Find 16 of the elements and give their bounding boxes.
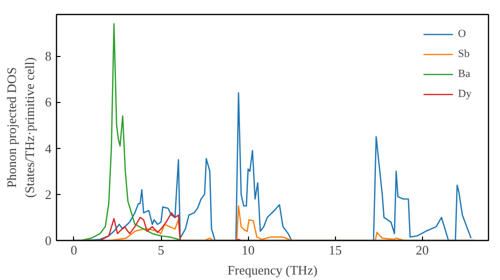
legend-label: O	[458, 28, 467, 40]
y-tick-label: 0	[45, 233, 52, 248]
legend-label: Dy	[458, 88, 472, 100]
x-axis-title: Frequency (THz)	[228, 262, 318, 278]
y-tick-label: 4	[45, 140, 52, 156]
y-axis-title: Phonon projected DOS (States/THz·primitive cell)	[4, 57, 37, 198]
x-tick-label: 0	[70, 242, 78, 258]
legend-label: Ba	[458, 68, 472, 80]
legend-label: Sb	[458, 48, 471, 60]
y-tick-label: 6	[45, 94, 52, 110]
x-tick-label: 5	[158, 242, 164, 258]
x-tick-label: 20	[416, 242, 429, 258]
x-tick-label: 15	[328, 242, 342, 258]
y-tick-label: 8	[45, 48, 52, 64]
y-tick-label: 2	[45, 186, 52, 202]
x-tick-label: 10	[242, 242, 255, 258]
